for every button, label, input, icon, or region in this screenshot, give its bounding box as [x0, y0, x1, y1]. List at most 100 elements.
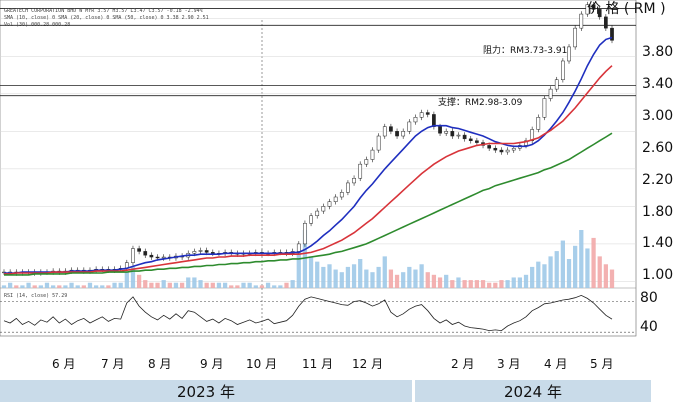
candle [585, 1, 590, 17]
year-label: 2023 年 [177, 383, 235, 401]
candle-body [530, 129, 535, 141]
sma-line-sma10 [4, 36, 613, 274]
volume-bar [511, 277, 516, 288]
volume-bar [81, 285, 86, 288]
price-tick-label: 3.40 [642, 76, 673, 92]
candle [456, 132, 461, 139]
volume-bar [573, 245, 578, 288]
candle-body [511, 147, 516, 151]
candle [376, 133, 381, 153]
candle-body [143, 251, 148, 256]
grid-layer [0, 18, 636, 282]
volume-bar [462, 280, 467, 288]
volume-bar [536, 261, 541, 288]
volume-bar [198, 280, 203, 288]
rsi-line [3, 294, 613, 332]
volume-bar [333, 269, 338, 288]
month-label: 8 月 [148, 357, 171, 371]
month-label: 12 月 [352, 357, 383, 371]
volume-bar [401, 272, 406, 288]
candle [137, 245, 141, 255]
volume-bar [167, 282, 172, 288]
month-label: 9 月 [200, 357, 223, 371]
candle [468, 136, 473, 144]
candle [450, 128, 455, 139]
volume-bar [499, 280, 504, 288]
candle-body [382, 126, 387, 137]
volume-bar [431, 274, 437, 288]
candle [505, 147, 510, 155]
volume-bar [548, 256, 553, 288]
candle-body [542, 98, 547, 118]
candle-body [573, 27, 578, 48]
volume-bar [308, 256, 314, 288]
candle [358, 161, 363, 182]
candle-body [567, 46, 571, 62]
candle-body [438, 126, 442, 134]
candle [401, 128, 406, 139]
month-label: 4 月 [544, 357, 567, 371]
candle-body [462, 134, 467, 140]
resistance-label: 阻力：RM3.73-3.91 [483, 44, 567, 56]
volume-bar [425, 272, 430, 288]
year-label: 2024 年 [504, 383, 562, 401]
volume-bar [57, 285, 62, 288]
volume-bar [394, 274, 400, 288]
price-tick-label: 3.00 [642, 108, 673, 124]
candle-body [487, 145, 492, 149]
volume-bar [302, 230, 308, 288]
month-label: 11 月 [302, 357, 333, 371]
volume-bar [493, 282, 498, 288]
volume-bar [579, 230, 584, 288]
candle-body [536, 117, 541, 130]
candle-body [352, 177, 356, 184]
candle [149, 252, 154, 260]
volume-bar [351, 264, 357, 288]
volume-bar [388, 269, 394, 288]
price-tick-label: 3.80 [642, 44, 673, 60]
volume-bar [603, 264, 608, 288]
volume-bar [296, 251, 301, 288]
candle [352, 175, 356, 186]
candle [591, 1, 596, 13]
volume-bar [358, 259, 363, 288]
volume-bar [149, 282, 154, 288]
volume-bar [155, 282, 160, 288]
price-tick-label: 1.00 [642, 267, 673, 283]
volume-bar [554, 251, 559, 288]
price-tick-label: 1.40 [642, 235, 673, 251]
volume-bar [315, 261, 320, 288]
candle [530, 126, 535, 144]
rsi-tick-label: 40 [640, 319, 658, 335]
candle-body [401, 131, 406, 137]
candle-body [309, 215, 313, 224]
volume-bar [456, 277, 461, 288]
volume-bar [186, 277, 191, 288]
candle-body [395, 131, 399, 137]
candle-body [389, 126, 393, 132]
volume-bar [14, 285, 19, 288]
volume-bar [278, 285, 283, 288]
volume-bar [327, 264, 332, 288]
header-line-1: GREATECH CORPORATION BHD W MYR 3.57 H3.5… [4, 8, 203, 14]
volume-bar [143, 280, 148, 288]
volume-bar [75, 285, 80, 288]
candle [395, 128, 399, 139]
volume-bar [93, 285, 99, 288]
candle [475, 137, 479, 146]
candle [327, 198, 332, 210]
volume-bar [468, 280, 473, 288]
candle [339, 189, 344, 200]
sma-line-sma20 [4, 65, 613, 275]
volume-bar [407, 266, 412, 288]
candle [370, 147, 375, 163]
month-label: 7 月 [101, 357, 124, 371]
candle-body [131, 248, 135, 263]
volume-bar [376, 266, 381, 288]
candle [499, 147, 504, 155]
volume-bar [130, 266, 136, 288]
candle [561, 58, 565, 83]
candle [462, 132, 467, 142]
candle [333, 194, 338, 205]
